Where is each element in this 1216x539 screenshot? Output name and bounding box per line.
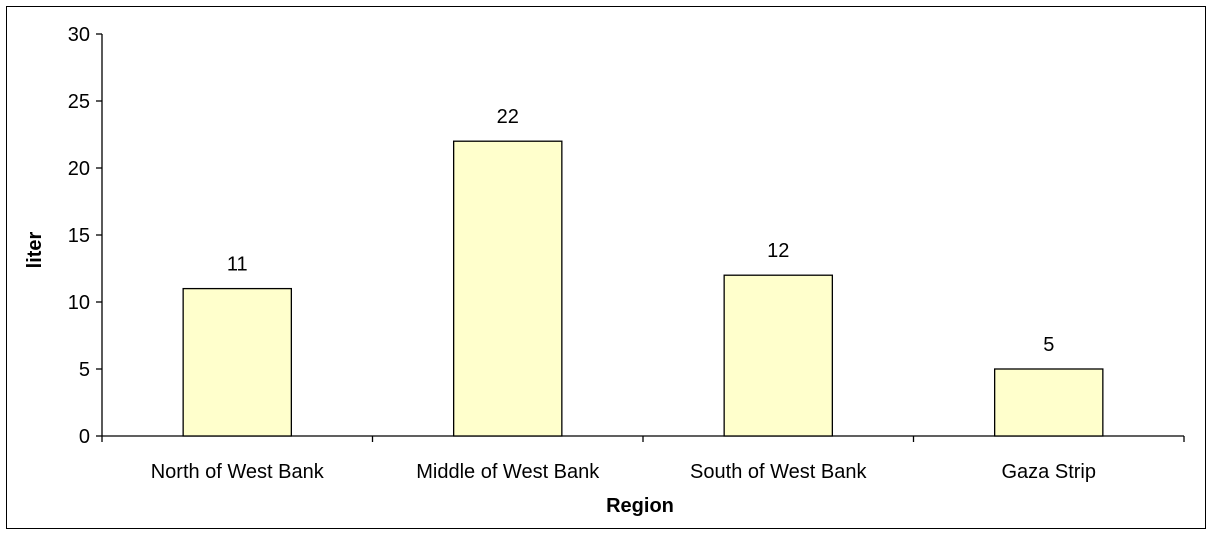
x-tick-label: Gaza Strip <box>1002 461 1096 483</box>
x-tick-label: South of West Bank <box>690 461 867 483</box>
bar-north-of-west-bank <box>182 287 292 437</box>
data-label: 11 <box>227 254 248 276</box>
y-tick-label: 30 <box>68 24 90 46</box>
chart-frame <box>6 6 1206 529</box>
bar-middle-of-west-bank <box>452 140 563 437</box>
data-label: 5 <box>1043 334 1054 356</box>
bar-gaza-strip <box>994 368 1104 437</box>
x-tick-label: North of West Bank <box>151 461 325 483</box>
y-axis-title: liter <box>24 231 46 268</box>
x-tick-label: Middle of West Bank <box>416 461 600 483</box>
y-tick-label: 20 <box>68 158 90 180</box>
data-label: 12 <box>767 240 789 262</box>
data-label: 22 <box>497 106 519 128</box>
y-tick-label: 5 <box>79 359 90 381</box>
x-axis-title: Region <box>606 495 674 517</box>
bar-south-of-west-bank <box>723 274 834 437</box>
bars <box>182 140 1104 437</box>
x-axis: North of West Bank Middle of West Bank Sou… <box>101 435 1185 483</box>
y-axis: 0 5 10 15 20 25 30 <box>68 24 103 448</box>
y-tick-label: 15 <box>68 225 90 247</box>
y-tick-label: 25 <box>68 91 90 113</box>
y-tick-label: 0 <box>79 426 90 448</box>
data-labels: 11 22 12 5 <box>227 106 1054 356</box>
y-tick-label: 10 <box>68 292 90 314</box>
